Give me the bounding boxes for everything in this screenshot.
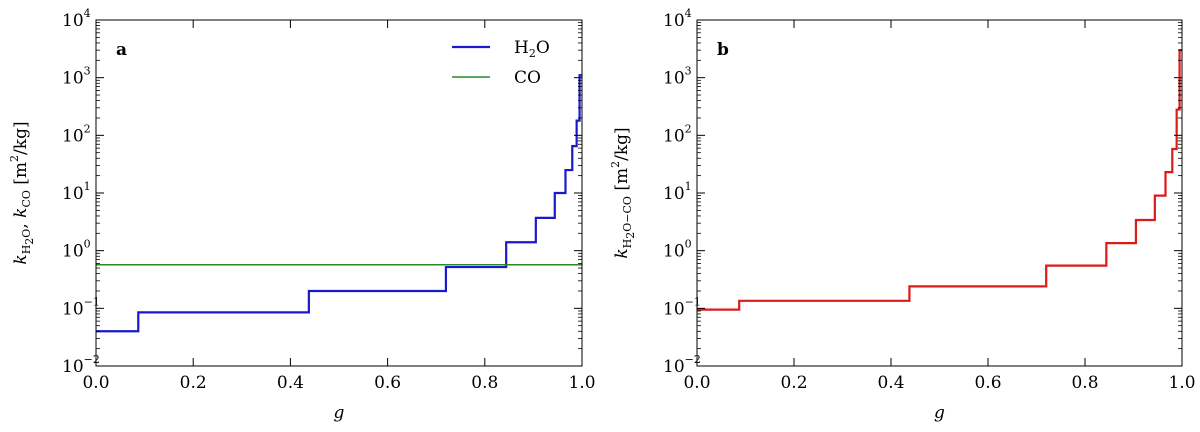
ylabel-k: k [612, 248, 632, 258]
x-tick-label: 0.4 [277, 373, 304, 393]
panel-a: 0.0 0.2 0.4 0.6 0.8 1.010−210−110010110210310… [8, 7, 596, 423]
y-tick-exponent: 3 [84, 65, 91, 78]
y-tick-base: 10 [62, 357, 84, 377]
legend-label: CO [514, 68, 541, 88]
ylabel-k: k [11, 208, 31, 218]
y-tick-base: 10 [62, 299, 84, 319]
y-tick-base: 10 [663, 184, 685, 204]
ylabel-unit: /kg] [11, 121, 31, 155]
x-tick-label: 1.0 [568, 373, 595, 393]
y-tick-base: 10 [663, 11, 685, 31]
y-tick-exponent: 2 [84, 122, 91, 135]
x-tick-label: 0.0 [82, 373, 109, 393]
y-tick-exponent: 0 [84, 238, 91, 251]
legend: H2O CO [452, 38, 550, 88]
y-tick-exponent: 0 [685, 238, 692, 251]
x-tick-label: 0.6 [374, 373, 401, 393]
ylabel-sub: 2 [23, 238, 36, 245]
series-0-line [697, 49, 1182, 311]
y-tick-base: 10 [663, 69, 685, 89]
y-tick-label: 101 [663, 180, 692, 204]
legend-label: H2O [514, 38, 550, 60]
ylabel-sep: , [11, 218, 31, 229]
y-tick-exponent: 2 [685, 122, 692, 135]
x-tick-label: 0.2 [180, 373, 207, 393]
ylabel-unit-exp: 2 [609, 161, 622, 168]
y-tick-base: 10 [62, 126, 84, 146]
y-tick-base: 10 [663, 357, 685, 377]
panel-b: 0.0 0.2 0.4 0.6 0.8 1.010−210−110010110210310… [609, 7, 1196, 423]
y-tick-exponent: −2 [685, 353, 701, 366]
y-axis-label: kH2O−CO [m2/kg] [609, 127, 637, 258]
y-tick-label: 100 [663, 238, 692, 262]
y-tick-exponent: −2 [84, 353, 100, 366]
y-tick-label: 104 [663, 7, 692, 31]
ylabel-unit: [m [612, 168, 632, 196]
x-tick-label: 0.0 [683, 373, 710, 393]
ylabel-unit-exp: 2 [8, 155, 21, 162]
legend-label-sub: 2 [529, 47, 536, 60]
y-tick-label: 10−2 [663, 353, 701, 377]
y-tick-base: 10 [663, 299, 685, 319]
y-tick-base: 10 [62, 184, 84, 204]
panel-letter: b [717, 40, 729, 60]
legend-label-part: CO [514, 68, 541, 88]
plot-frame [696, 19, 1183, 367]
ylabel-sub: O−CO [621, 196, 634, 232]
y-tick-exponent: −1 [685, 295, 701, 308]
x-axis-label: g [934, 403, 945, 423]
legend-label-part: O [536, 38, 550, 58]
y-tick-label: 104 [62, 7, 91, 31]
x-tick-label: 0.8 [1071, 373, 1098, 393]
y-tick-base: 10 [62, 11, 84, 31]
h2o-line [96, 74, 582, 333]
y-tick-exponent: 3 [685, 65, 692, 78]
y-tick-label: 103 [663, 65, 692, 89]
ylabel-k: k [11, 254, 31, 264]
y-tick-base: 10 [663, 242, 685, 262]
ylabel-sub: 2 [624, 232, 637, 239]
y-tick-base: 10 [663, 126, 685, 146]
y-axis-label: kH2O, kCO [m2/kg] [8, 121, 36, 264]
x-tick-label: 0.2 [780, 373, 807, 393]
y-tick-exponent: 4 [685, 7, 692, 20]
legend-label-part: H [514, 38, 529, 58]
y-tick-label: 10−1 [663, 295, 701, 319]
y-tick-exponent: 1 [84, 180, 91, 193]
y-tick-label: 103 [62, 65, 91, 89]
ylabel-sub: CO [20, 190, 33, 207]
plot-frame [95, 19, 583, 367]
ylabel-unit: /kg] [612, 127, 632, 161]
x-tick-label: 0.8 [471, 373, 498, 393]
y-tick-label: 100 [62, 238, 91, 262]
y-tick-exponent: 1 [685, 180, 692, 193]
ylabel-unit: [m [11, 162, 31, 190]
ylabel-sub: O [20, 229, 33, 238]
ylabel-sub: H [20, 245, 33, 255]
y-tick-label: 10−1 [62, 295, 100, 319]
y-tick-base: 10 [62, 242, 84, 262]
x-tick-label: 0.6 [974, 373, 1001, 393]
y-tick-exponent: 4 [84, 7, 91, 20]
y-tick-exponent: −1 [84, 295, 100, 308]
ylabel-sub: H [621, 239, 634, 249]
x-tick-label: 1.0 [1168, 373, 1195, 393]
x-axis-label: g [334, 403, 345, 423]
panel-letter: a [116, 40, 127, 60]
y-tick-label: 102 [663, 122, 692, 146]
y-tick-base: 10 [62, 69, 84, 89]
y-tick-label: 102 [62, 122, 91, 146]
x-tick-label: 0.4 [877, 373, 904, 393]
y-tick-label: 101 [62, 180, 91, 204]
y-tick-label: 10−2 [62, 353, 100, 377]
